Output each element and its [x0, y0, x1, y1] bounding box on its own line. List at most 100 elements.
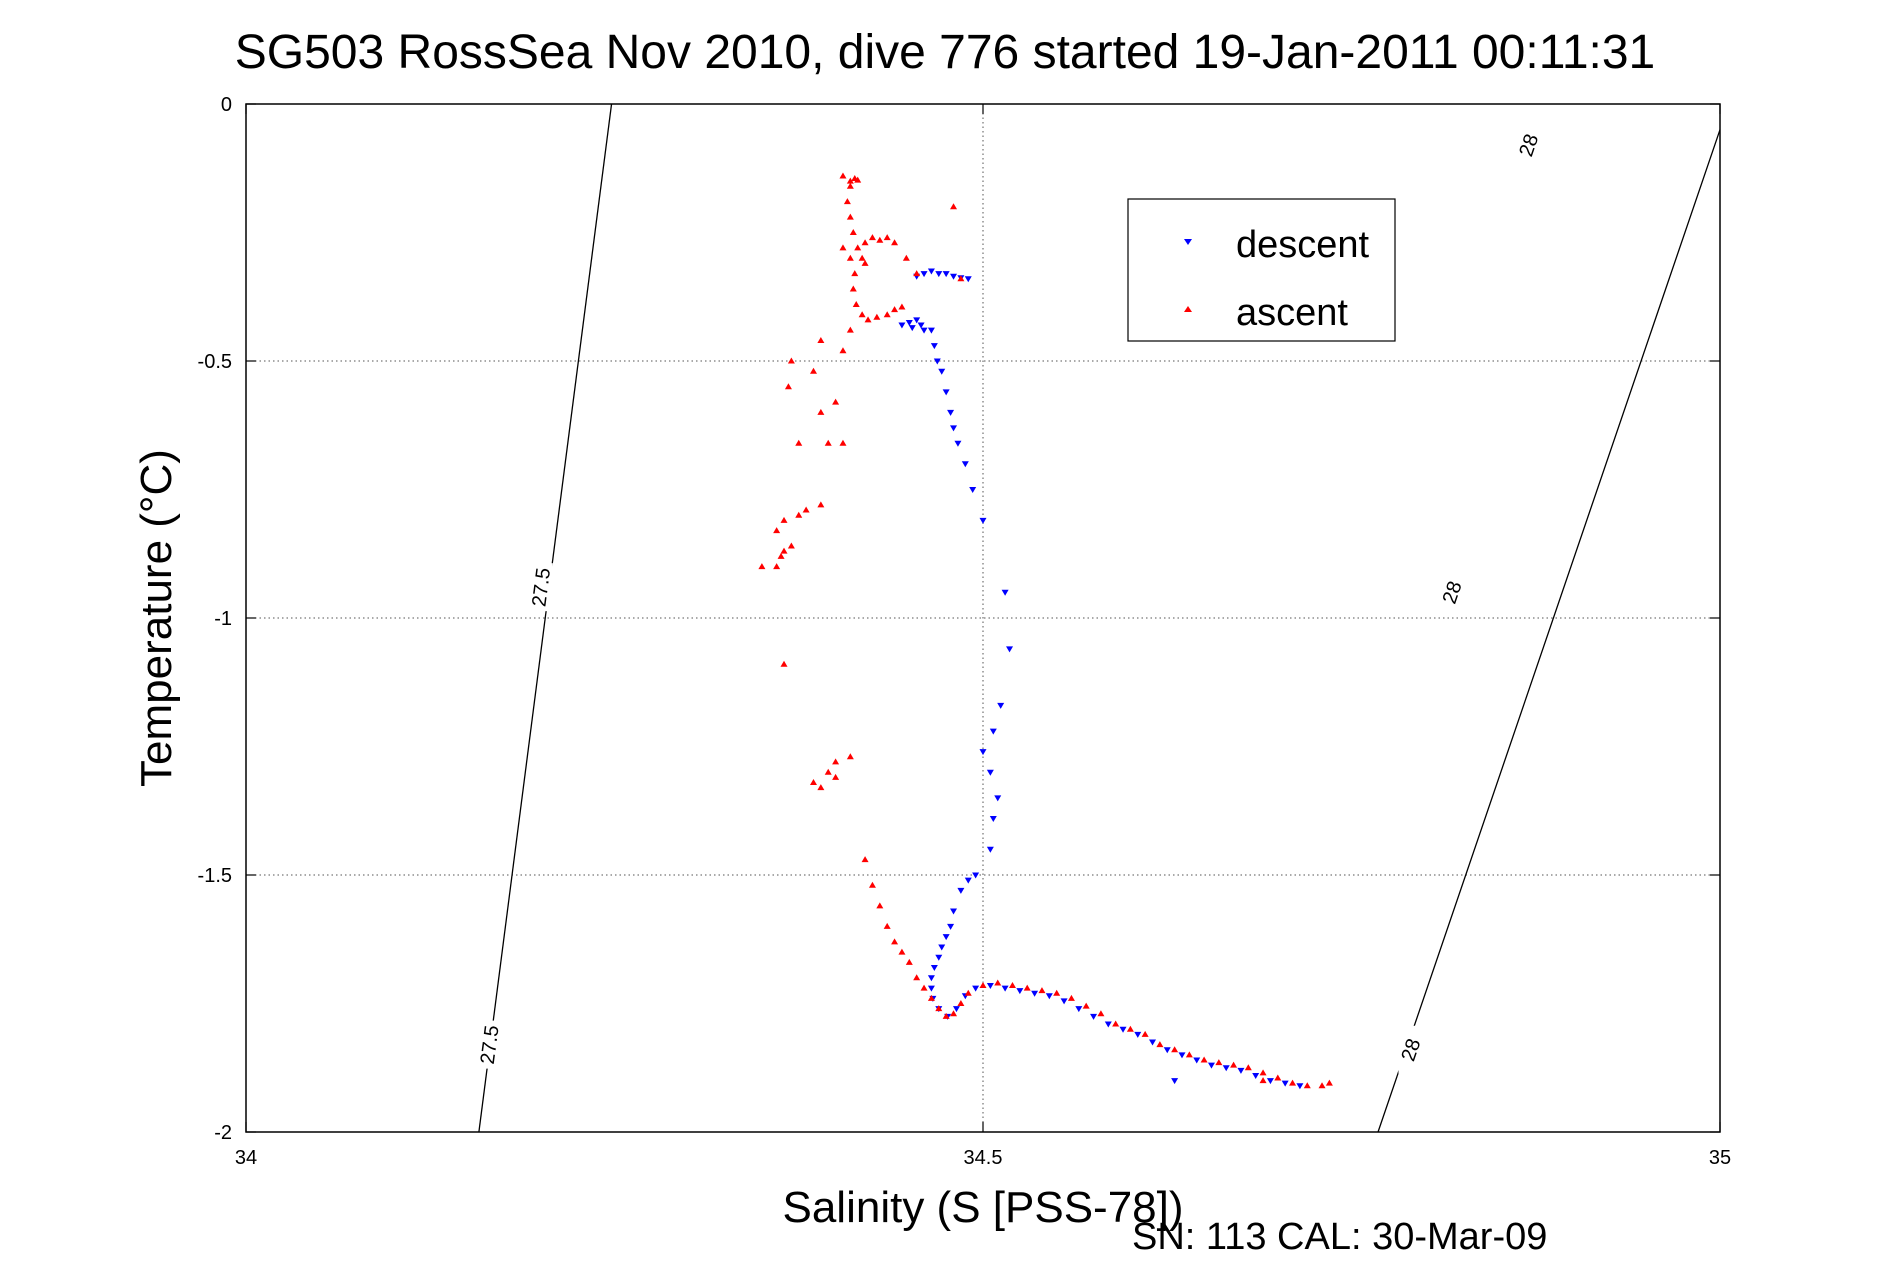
descent-point	[1149, 1039, 1157, 1046]
ascent-point	[861, 856, 869, 863]
data-points	[758, 172, 1333, 1090]
ascent-point	[858, 254, 866, 261]
ascent-point	[839, 244, 847, 251]
descent-point	[950, 908, 958, 915]
descent-point	[930, 343, 938, 350]
descent-point	[942, 934, 950, 941]
density-contour-line	[1377, 129, 1721, 1133]
ascent-point	[858, 311, 866, 318]
descent-point	[1171, 1078, 1179, 1085]
ascent-point	[846, 254, 854, 261]
y-axis-label: Temperature (°C)	[132, 449, 181, 787]
descent-point	[986, 769, 994, 776]
ascent-point	[839, 439, 847, 446]
descent-point	[908, 325, 916, 332]
descent-point	[947, 409, 955, 416]
ascent-point	[891, 306, 899, 313]
descent-point	[986, 983, 994, 990]
descent-point	[898, 322, 906, 329]
legend-descent-label: descent	[1236, 224, 1370, 266]
descent-point	[1075, 1006, 1083, 1013]
descent-point	[972, 985, 980, 992]
ascent-point	[817, 408, 825, 415]
ascent-point	[777, 552, 785, 559]
ascent-point	[883, 311, 891, 318]
ascent-point	[979, 982, 987, 989]
ascent-point	[1053, 989, 1061, 996]
ascent-point	[852, 300, 860, 307]
y-tick-label: -2	[214, 1122, 232, 1144]
descent-point	[920, 327, 928, 334]
descent-point	[979, 517, 987, 524]
ascent-point	[839, 347, 847, 354]
x-axis-ticks: 34 34.5 35	[235, 104, 1731, 1169]
descent-point	[938, 368, 946, 375]
descent-point	[933, 358, 941, 365]
descent-point	[917, 322, 925, 329]
density-contour-label: 27.5	[477, 1024, 504, 1065]
descent-point	[1104, 1021, 1112, 1028]
ascent-point	[817, 501, 825, 508]
ascent-point	[957, 275, 965, 282]
y-axis-ticks: 0 -0.5 -1 -1.5 -2	[198, 94, 1720, 1144]
ascent-point	[846, 182, 854, 189]
descent-point	[1134, 1031, 1142, 1038]
descent-point	[927, 975, 935, 982]
descent-point	[942, 271, 950, 278]
ascent-point	[795, 511, 803, 518]
ascent-point	[876, 902, 884, 909]
ascent-point	[964, 989, 972, 996]
ascent-point	[846, 177, 854, 184]
ascent-point	[1126, 1025, 1134, 1032]
descent-point	[972, 872, 980, 879]
descent-point	[938, 944, 946, 951]
descent-point	[1222, 1065, 1230, 1072]
y-tick-label: -0.5	[198, 351, 232, 373]
ascent-point	[868, 881, 876, 888]
descent-point	[1006, 646, 1014, 653]
ascent-point	[824, 768, 832, 775]
ascent-point	[1141, 1030, 1149, 1037]
descent-point	[979, 749, 987, 756]
ascent-point	[832, 398, 840, 405]
density-contour-label-gap	[1398, 1025, 1423, 1074]
ascent-point	[851, 270, 859, 277]
serial-calibration-note: SN: 113 CAL: 30-Mar-09	[1132, 1216, 1547, 1258]
ascent-point	[864, 316, 872, 323]
ascent-point	[1023, 984, 1031, 991]
descent-point	[927, 327, 935, 334]
ascent-point	[950, 203, 958, 210]
y-tick-label: -1	[214, 608, 232, 630]
density-contour-label-gap	[477, 1020, 502, 1069]
descent-point	[942, 389, 950, 396]
ascent-point	[780, 516, 788, 523]
ascent-point	[758, 563, 766, 570]
ascent-point	[994, 979, 1002, 986]
legend-box	[1127, 198, 1396, 342]
ascent-point	[1097, 1010, 1105, 1017]
density-contour-label: 27.5	[528, 567, 555, 608]
ascent-point	[902, 254, 910, 261]
ascent-point	[784, 383, 792, 390]
ascent-point	[1289, 1079, 1297, 1086]
descent-point	[954, 440, 962, 447]
ascent-point	[854, 244, 862, 251]
ascent-point	[787, 542, 795, 549]
ascent-point	[1171, 1046, 1179, 1053]
ascent-point	[1082, 1002, 1090, 1009]
ascent-point	[913, 270, 921, 277]
density-contour-label-gap	[528, 563, 553, 612]
descent-point	[961, 461, 969, 468]
descent-point	[1296, 1083, 1304, 1090]
descent-point	[1016, 988, 1024, 995]
descent-point	[989, 728, 997, 735]
descent-point	[989, 815, 997, 822]
ascent-point	[905, 958, 913, 965]
x-tick-label: 35	[1709, 1147, 1731, 1169]
descent-point	[927, 268, 935, 275]
descent-point	[930, 965, 938, 972]
descent-point	[1193, 1057, 1201, 1064]
x-tick-label: 34.5	[964, 1147, 1003, 1169]
ascent-point	[868, 234, 876, 241]
